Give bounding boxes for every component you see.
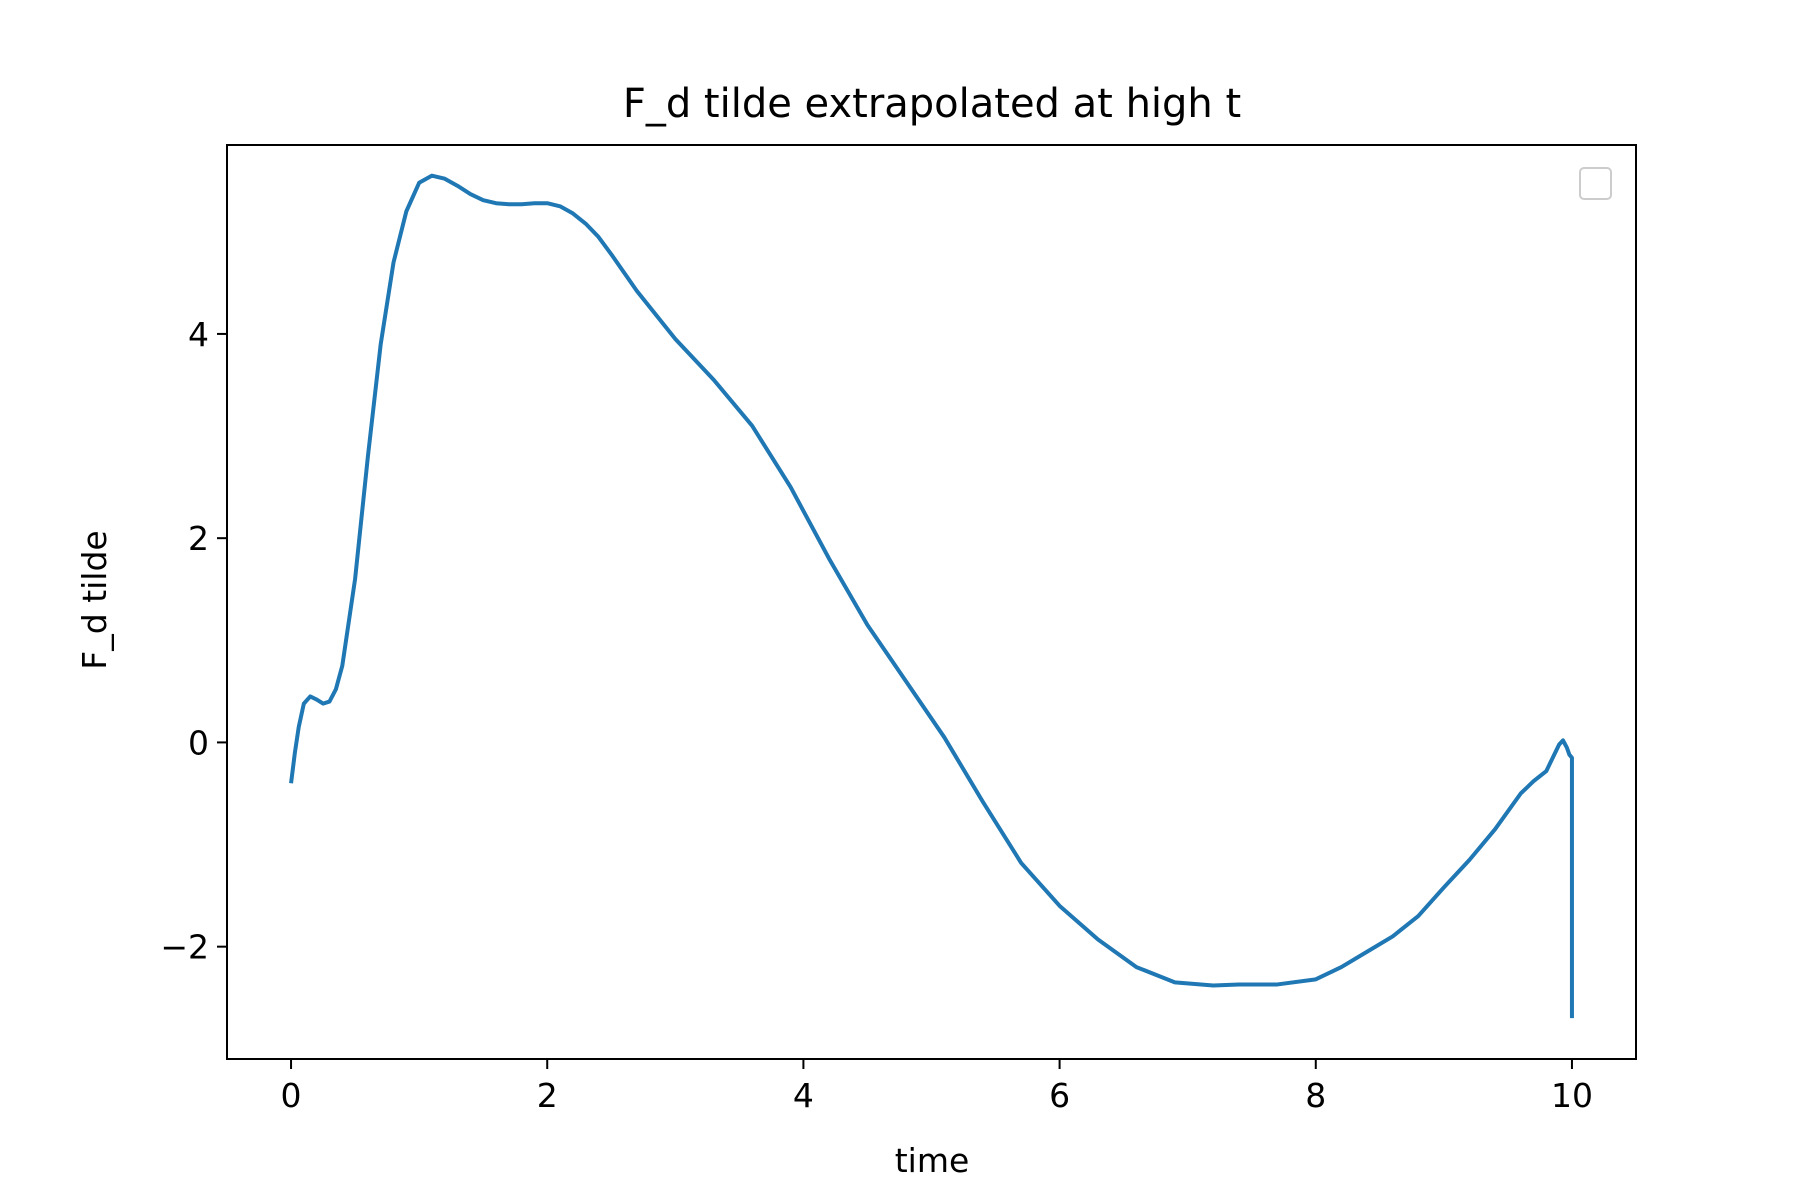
y-tick-label: 4 [188, 315, 209, 354]
plot-area [289, 173, 1574, 1019]
legend-box [1579, 167, 1612, 200]
x-tick-label: 6 [1049, 1076, 1070, 1115]
x-tick-label: 2 [537, 1076, 558, 1115]
plot-frame [226, 144, 1637, 1060]
y-tick-label: −2 [160, 928, 209, 967]
x-tick-label: 4 [793, 1076, 814, 1115]
y-axis-label: F_d tilde [75, 530, 114, 669]
x-tick-label: 0 [281, 1076, 302, 1115]
x-tick-label: 8 [1305, 1076, 1326, 1115]
chart-title: F_d tilde extrapolated at high t [623, 81, 1241, 127]
x-axis-label: time [895, 1141, 970, 1180]
y-tick-label: 0 [188, 723, 209, 762]
y-tick-label: 2 [188, 519, 209, 558]
x-tick-label: 10 [1551, 1076, 1593, 1115]
series-line [289, 173, 1574, 1019]
